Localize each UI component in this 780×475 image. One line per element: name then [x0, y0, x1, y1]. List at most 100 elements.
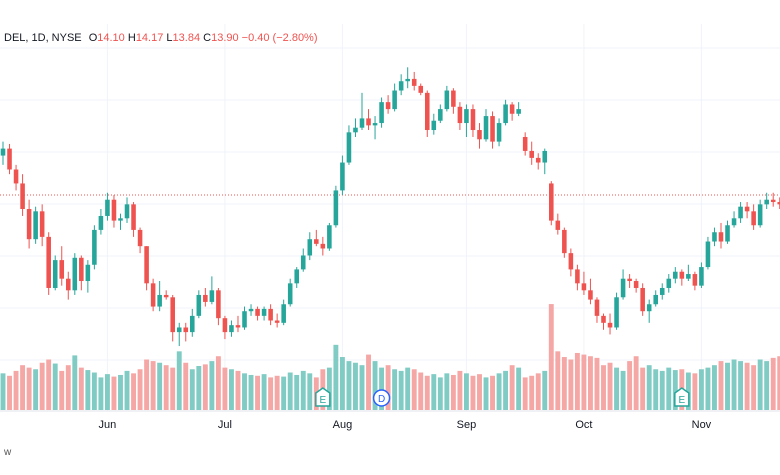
- candle-body: [777, 202, 780, 205]
- candle-body: [620, 278, 626, 298]
- candle-body: [738, 206, 743, 219]
- candle-body: [542, 150, 548, 163]
- candle-body: [366, 118, 371, 126]
- candle: [170, 294, 175, 342]
- volume-bar: [588, 356, 593, 410]
- candle-body: [39, 211, 45, 237]
- candle-body: [588, 290, 593, 300]
- candle-body: [307, 239, 313, 256]
- candle-body: [46, 236, 51, 288]
- volume-bar: [59, 370, 65, 410]
- volume-bar: [444, 373, 450, 410]
- candle-body: [633, 281, 639, 288]
- candle-body: [124, 204, 130, 219]
- candle: [666, 274, 672, 293]
- volume-bar: [411, 369, 417, 410]
- volume-bar: [176, 351, 182, 410]
- candle-body: [522, 136, 528, 151]
- volume-bar: [516, 367, 522, 410]
- candle: [738, 202, 743, 223]
- candle-body: [431, 120, 437, 131]
- candle-body: [496, 123, 502, 142]
- candle: [620, 269, 626, 300]
- candle-body: [535, 157, 541, 163]
- event-marker[interactable]: D: [372, 389, 391, 407]
- event-marker[interactable]: E: [315, 387, 331, 407]
- low-label: L: [166, 32, 173, 44]
- brand-text: w: [4, 447, 12, 458]
- candle: [451, 88, 456, 114]
- x-tick-label: Jul: [218, 419, 232, 431]
- candle: [105, 192, 110, 221]
- candle: [33, 206, 38, 244]
- candle: [744, 202, 750, 219]
- candle-body: [203, 294, 208, 302]
- candle-body: [163, 294, 169, 298]
- candle: [490, 111, 495, 149]
- candle: [640, 283, 645, 316]
- candle: [209, 276, 215, 305]
- volume-bar: [157, 362, 163, 410]
- volume-bar: [215, 356, 221, 410]
- candle: [601, 313, 606, 330]
- volume-bar: [777, 356, 780, 410]
- candle-body: [222, 318, 228, 333]
- volume-bars: [0, 304, 780, 410]
- volume-bar: [242, 373, 247, 410]
- candle-body: [666, 278, 672, 288]
- candle-body: [209, 290, 215, 302]
- volume-bar: [248, 374, 254, 410]
- candle-body: [718, 232, 724, 242]
- candle-body: [529, 150, 534, 158]
- candle: [581, 271, 587, 295]
- candle: [366, 109, 371, 131]
- candle-body: [470, 109, 476, 131]
- candle-body: [314, 239, 319, 244]
- candle: [470, 104, 476, 137]
- candle-body: [242, 311, 247, 328]
- volume-bar: [268, 377, 274, 410]
- candle: [320, 236, 326, 256]
- volume-bar: [764, 361, 770, 410]
- volume-bar: [437, 377, 443, 410]
- candle-body: [111, 199, 117, 221]
- candle: [294, 267, 300, 288]
- candle: [483, 109, 489, 142]
- volume-bar: [189, 369, 195, 410]
- candle: [183, 322, 189, 342]
- candle: [359, 92, 365, 131]
- candle-body: [92, 229, 97, 265]
- volume-bar: [627, 361, 633, 410]
- x-tick-label: Aug: [333, 419, 353, 431]
- candle-body: [72, 257, 78, 291]
- candle-body: [255, 308, 260, 316]
- volume-bar: [463, 373, 469, 410]
- volume-bar: [757, 359, 763, 410]
- volume-bar: [346, 361, 352, 410]
- event-marker[interactable]: E: [674, 387, 690, 407]
- candle-body: [333, 190, 339, 226]
- earnings-marker-shape: [315, 387, 331, 407]
- candle: [607, 313, 613, 335]
- candle-body: [52, 260, 58, 288]
- candle: [555, 213, 561, 235]
- candle: [627, 274, 632, 288]
- volume-bar: [131, 373, 136, 410]
- candle-body: [0, 148, 6, 156]
- volume-bar: [144, 359, 150, 410]
- candle: [509, 102, 515, 121]
- close-label: C: [203, 32, 212, 44]
- candle-body: [196, 294, 202, 316]
- candle: [379, 97, 384, 128]
- volume-bar: [483, 377, 489, 410]
- candles: [0, 67, 780, 347]
- candle: [411, 71, 417, 91]
- volume-bar: [751, 365, 757, 410]
- candle: [333, 185, 339, 228]
- candle-body: [150, 283, 156, 307]
- candle: [385, 95, 391, 114]
- volume-bar: [705, 367, 711, 410]
- candle-body: [712, 232, 717, 242]
